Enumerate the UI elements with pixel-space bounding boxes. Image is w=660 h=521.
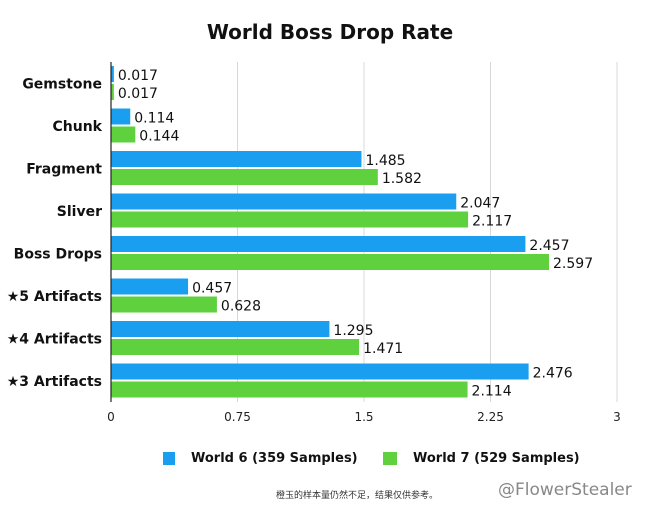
x-tick-label: 1.5 <box>354 410 373 424</box>
data-label: 2.114 <box>472 384 512 400</box>
data-label: 0.628 <box>221 299 261 315</box>
data-label: 1.582 <box>382 171 422 187</box>
bar-world-7 <box>111 296 217 313</box>
data-label: 0.017 <box>118 68 158 84</box>
legend-label-world-7: World 7 (529 Samples) <box>413 451 580 466</box>
data-label: 2.476 <box>533 366 573 382</box>
legend-swatch-world-7 <box>383 452 397 465</box>
data-label: 2.597 <box>553 256 593 272</box>
category-label: Gemstone <box>22 76 102 92</box>
legend-world-7: World 7 (529 Samples) <box>383 451 580 466</box>
bar-world-7 <box>111 211 469 228</box>
x-tick-label: 0.75 <box>224 410 251 424</box>
data-label: 1.471 <box>363 341 403 357</box>
bar-world-6 <box>111 108 131 125</box>
bar-world-6 <box>111 321 330 337</box>
x-tick-label: 0 <box>107 410 115 424</box>
data-label: 0.144 <box>139 129 179 145</box>
bar-world-7 <box>111 126 136 143</box>
bar-world-7 <box>111 169 378 185</box>
x-tick-label: 2.25 <box>477 410 504 424</box>
chart-title: World Boss Drop Rate <box>206 20 454 44</box>
data-label: 2.047 <box>460 196 500 212</box>
bar-world-7 <box>111 339 360 355</box>
bar-world-6 <box>111 363 529 380</box>
category-label: ★3 Artifacts <box>7 374 102 390</box>
legend-swatch-world-6 <box>163 452 175 465</box>
x-tick-label: 3 <box>613 410 621 424</box>
bar-world-7 <box>111 254 550 270</box>
bar-world-7 <box>111 84 114 100</box>
data-label: 0.457 <box>192 281 232 297</box>
bar-chart: 0 0.75 1.5 2.25 3 Gemstone 0.017 0.017 Chunk 0.11… <box>7 62 621 424</box>
bar-world-6 <box>111 236 526 252</box>
category-label: Boss Drops <box>14 246 102 262</box>
data-label: 2.457 <box>529 238 569 254</box>
category-label: ★5 Artifacts <box>7 289 102 305</box>
category-label: Sliver <box>57 204 102 220</box>
bar-world-7 <box>111 381 468 398</box>
category-label: ★4 Artifacts <box>7 331 102 347</box>
category-label: Chunk <box>53 119 103 135</box>
data-label: 0.017 <box>118 86 158 102</box>
watermark: @FlowerStealer <box>498 480 632 500</box>
data-label: 1.295 <box>333 323 373 339</box>
legend-world-6: World 6 (359 Samples) <box>163 451 358 466</box>
bar-world-6 <box>111 151 362 167</box>
bar-world-6 <box>111 66 114 82</box>
legend-label-world-6: World 6 (359 Samples) <box>191 451 358 466</box>
bar-world-6 <box>111 193 457 210</box>
data-label: 0.114 <box>134 111 174 127</box>
category-label: Fragment <box>26 161 102 177</box>
data-label: 2.117 <box>472 214 512 230</box>
footnote: 橙玉的样本量仍然不足，结果仅供参考。 <box>276 491 439 501</box>
bar-world-6 <box>111 278 189 295</box>
data-label: 1.485 <box>365 153 405 169</box>
